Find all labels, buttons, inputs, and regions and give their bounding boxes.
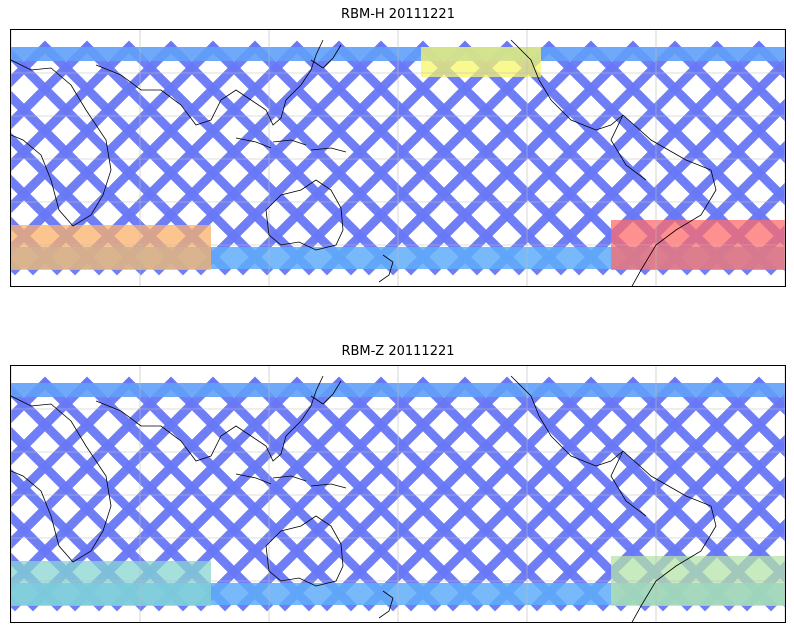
- coastline: [265, 179, 344, 251]
- swath-lattice: [11, 40, 785, 276]
- swath-track: [164, 40, 400, 276]
- coastline: [265, 515, 344, 587]
- swath-track: [38, 40, 274, 276]
- swath-track: [710, 376, 785, 458]
- swath-track: [11, 40, 178, 214]
- swath-track: [374, 40, 610, 276]
- swath-track: [416, 376, 652, 612]
- coastline: [378, 254, 394, 283]
- swath-track: [11, 40, 94, 130]
- graticule: [11, 366, 785, 622]
- swath-track: [626, 376, 785, 542]
- coastline: [378, 590, 394, 619]
- coastline: [310, 44, 342, 69]
- swath-track: [164, 376, 400, 612]
- swath-map-rbm-z: [11, 366, 785, 622]
- swath-track: [710, 40, 785, 122]
- swath-track: [194, 376, 430, 612]
- north-edge-band: [11, 47, 785, 61]
- hot-zone-south-indian: [11, 561, 211, 606]
- swath-track: [122, 40, 358, 276]
- swath-track: [446, 40, 682, 276]
- swath-lattice: [11, 376, 785, 612]
- coastlines: [11, 39, 717, 286]
- map-panel-rbm-h: [10, 29, 786, 287]
- swath-track: [248, 376, 484, 612]
- hot-zone-south-indian: [11, 225, 211, 270]
- coastline: [95, 400, 252, 462]
- swath-track: [320, 376, 556, 612]
- swath-track: [362, 376, 598, 612]
- swath-track: [11, 40, 136, 172]
- swath-track: [332, 40, 568, 276]
- swath-track: [290, 40, 526, 276]
- swath-track: [416, 40, 652, 276]
- swath-track: [38, 376, 274, 612]
- swath-track: [80, 40, 316, 276]
- swath-track: [374, 376, 610, 612]
- swath-track: [488, 376, 724, 612]
- swath-track: [320, 40, 556, 276]
- swath-map-rbm-h: [11, 30, 785, 286]
- coastline: [310, 380, 342, 405]
- swath-track: [362, 40, 598, 276]
- coastline: [235, 137, 347, 153]
- coastline: [250, 39, 324, 126]
- swath-track: [122, 376, 358, 612]
- map-panel-rbm-z: [10, 365, 786, 623]
- swath-track: [530, 40, 766, 276]
- swath-track: [11, 376, 136, 508]
- panel-title-rbm-z: RBM-Z 20111221: [341, 344, 455, 359]
- swath-track: [278, 40, 514, 276]
- swath-track: [80, 376, 316, 612]
- coastlines: [11, 375, 717, 622]
- coastline: [11, 59, 112, 227]
- swath-track: [194, 40, 430, 276]
- swath-track: [11, 376, 94, 466]
- coastline: [610, 450, 647, 517]
- hot-zone-north-pacific: [421, 47, 541, 77]
- swath-track: [488, 40, 724, 276]
- coastline: [610, 114, 647, 181]
- swath-track: [332, 376, 568, 612]
- swath-track: [530, 376, 766, 612]
- coastline: [250, 375, 324, 462]
- coastline: [95, 64, 252, 126]
- swath-track: [668, 40, 785, 164]
- coastline: [622, 114, 717, 286]
- north-edge-band: [11, 383, 785, 397]
- swath-track: [11, 376, 178, 550]
- swath-track: [248, 40, 484, 276]
- coastline: [235, 473, 347, 489]
- coastline: [11, 395, 112, 563]
- swath-track: [278, 376, 514, 612]
- swath-track: [668, 376, 785, 500]
- panel-title-rbm-h: RBM-H 20111221: [341, 7, 455, 22]
- coastline: [510, 39, 624, 131]
- coastline: [510, 375, 624, 467]
- coastline: [622, 450, 717, 622]
- swath-track: [626, 40, 785, 206]
- swath-track: [404, 40, 640, 276]
- swath-track: [290, 376, 526, 612]
- swath-track: [446, 376, 682, 612]
- swath-track: [236, 376, 472, 612]
- swath-track: [404, 376, 640, 612]
- swath-track: [236, 40, 472, 276]
